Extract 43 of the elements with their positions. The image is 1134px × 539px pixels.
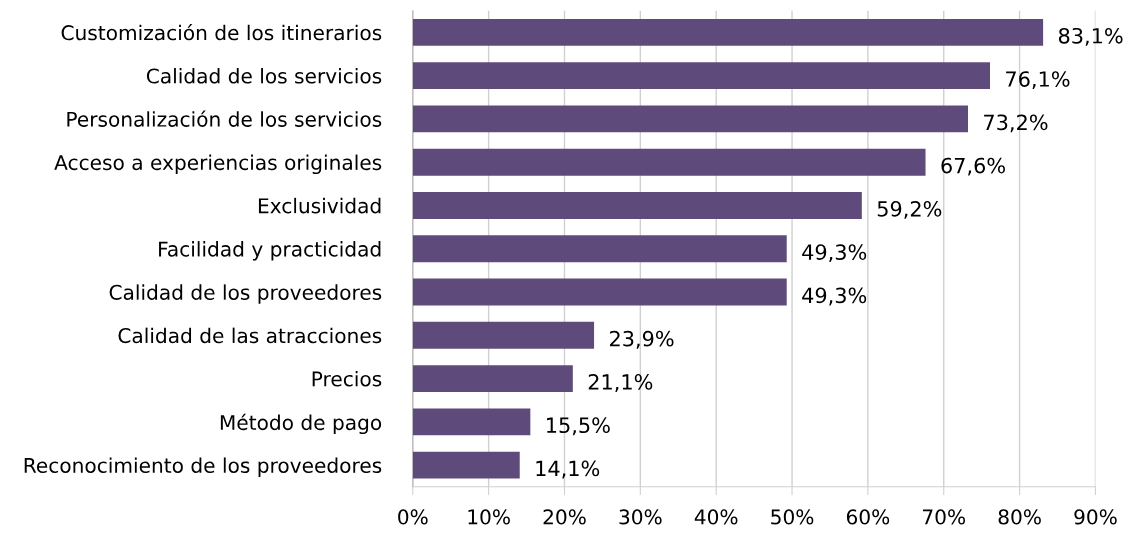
y-tick-label: Exclusividad xyxy=(258,197,381,214)
y-tick-label: Customización de los itinerarios xyxy=(61,23,382,41)
bar xyxy=(412,321,595,349)
x-tick-label: 10% xyxy=(468,509,510,525)
bar xyxy=(412,235,787,263)
bar xyxy=(412,192,862,219)
y-tick-label: Calidad de los servicios xyxy=(146,68,382,84)
y-tick-label: Reconocimiento de los proveedores xyxy=(24,457,382,477)
x-tick-label: 90% xyxy=(1074,509,1117,525)
data-label: 73,2% xyxy=(984,114,1048,133)
data-label: 83,1% xyxy=(1058,27,1123,46)
x-tick-label: 30% xyxy=(619,509,662,525)
data-label: 15,5% xyxy=(547,417,610,436)
y-tick-label: Calidad de los proveedores xyxy=(109,284,382,304)
data-label: 21,1% xyxy=(588,374,653,392)
x-tick-label: 70% xyxy=(923,509,966,525)
data-label: 59,2% xyxy=(877,200,942,219)
x-tick-label: 50% xyxy=(771,509,814,525)
bar xyxy=(412,19,1044,46)
y-tick-label: Precios xyxy=(312,370,382,387)
data-label: 76,1% xyxy=(1006,71,1070,90)
bar xyxy=(412,278,787,306)
y-tick-label: Personalización de los servicios xyxy=(67,110,382,127)
bar xyxy=(412,105,969,133)
bar xyxy=(412,451,520,479)
bar xyxy=(412,62,991,90)
y-tick-label: Acceso a experiencias originales xyxy=(54,154,382,175)
bar xyxy=(412,365,573,392)
x-tick-label: 40% xyxy=(694,509,738,525)
data-label: 49,3% xyxy=(802,244,867,263)
y-tick-label: Método de pago xyxy=(220,413,382,435)
data-label: 23,9% xyxy=(610,330,674,349)
x-tick-label: 0% xyxy=(398,509,428,525)
data-label: 14,1% xyxy=(536,460,600,479)
data-label: 49,3% xyxy=(802,287,867,306)
x-tick-label: 20% xyxy=(543,509,586,525)
x-tick-label: 60% xyxy=(846,509,890,525)
bar xyxy=(412,148,926,176)
bar xyxy=(412,408,531,436)
y-tick-label: Calidad de las atracciones xyxy=(118,327,382,344)
y-tick-label: Facilidad y practicidad xyxy=(159,241,381,261)
x-tick-label: 80% xyxy=(998,509,1041,525)
data-label: 67,6% xyxy=(941,157,1005,176)
